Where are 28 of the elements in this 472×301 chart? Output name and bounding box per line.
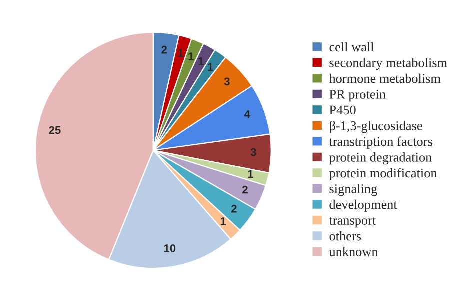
legend-label: development (330, 200, 398, 212)
legend-label: protein modification (329, 168, 438, 180)
data-label: 3 (224, 78, 230, 86)
data-label: 2 (242, 186, 248, 194)
data-label: 1 (198, 58, 204, 66)
data-label: 10 (164, 244, 176, 252)
data-label: 2 (162, 46, 168, 54)
legend-label: transport (329, 217, 376, 228)
data-label: 3 (250, 148, 256, 156)
legend-label: cell wall (330, 42, 374, 52)
legend-label: P450 (330, 106, 356, 115)
legend-label: β-1,3-glucosidase (330, 120, 422, 134)
data-label: 1 (188, 52, 194, 60)
legend-label: others (330, 231, 361, 241)
legend-label: signaling (330, 184, 378, 196)
data-label: 1 (220, 218, 226, 226)
data-label: 1 (178, 49, 184, 57)
legend-label: protein degradation (329, 152, 432, 165)
data-label: 1 (248, 170, 254, 178)
legend-label: transtription factors (329, 136, 432, 149)
legend-label: PR protein (330, 90, 386, 102)
data-label: 25 (49, 126, 61, 134)
legend-label: hormone metabolism (329, 74, 441, 84)
data-label: 1 (208, 63, 214, 71)
legend-label: secondary metabolism (330, 58, 448, 70)
data-label: 2 (232, 205, 237, 213)
legend-label: unknown (329, 247, 378, 256)
data-label: 4 (244, 110, 250, 118)
